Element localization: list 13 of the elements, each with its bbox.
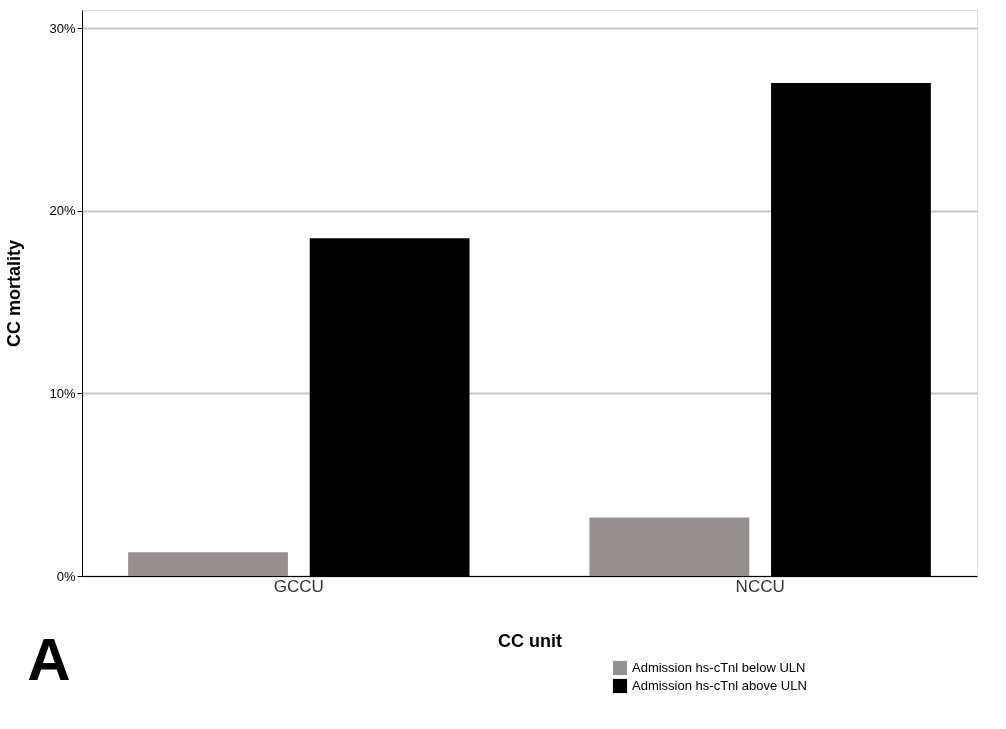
legend-label: Admission hs-cTnl below ULN xyxy=(632,660,806,675)
bar xyxy=(128,552,288,576)
legend-label: Admission hs-cTnl above ULN xyxy=(632,678,807,693)
x-tick-label: NCCU xyxy=(735,576,785,596)
text: A xyxy=(27,626,71,693)
bar xyxy=(589,517,750,576)
y-axis-title: CC mortality xyxy=(4,239,25,348)
y-tick-label: 0% xyxy=(56,568,76,584)
y-tick-label: 30% xyxy=(49,20,76,36)
y-tick-label: 20% xyxy=(49,203,76,219)
y-tick-label: 10% xyxy=(49,385,76,401)
x-axis-title: CC unit xyxy=(498,630,562,651)
x-tick-label: GCCU xyxy=(273,576,324,596)
